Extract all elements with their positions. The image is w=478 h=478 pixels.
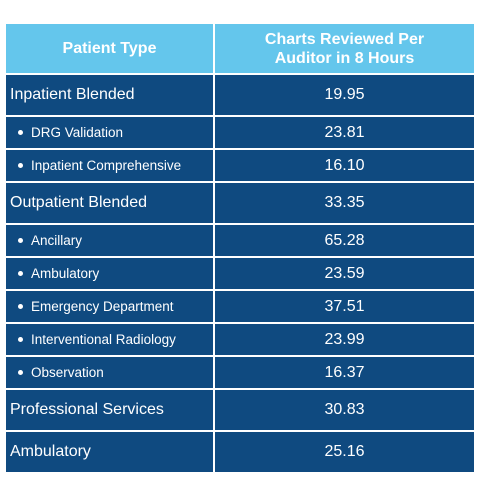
row-value: 19.95 (215, 75, 474, 115)
table-header-row: Patient Type Charts Reviewed Per Auditor… (6, 24, 474, 73)
row-label-cell: Ancillary (6, 225, 213, 256)
row-value: 33.35 (215, 183, 474, 223)
charts-reviewed-table: Patient Type Charts Reviewed Per Auditor… (6, 24, 474, 474)
bullet-icon (18, 238, 23, 243)
row-label: Inpatient Blended (6, 75, 213, 115)
row-label: Ancillary (31, 233, 83, 248)
row-value: 16.37 (215, 357, 474, 388)
row-value: 16.10 (215, 150, 474, 181)
row-label: DRG Validation (31, 125, 124, 140)
table-row: Outpatient Blended 33.35 (6, 183, 474, 223)
row-value: 23.99 (215, 324, 474, 355)
row-value: 25.16 (215, 432, 474, 472)
table-row: DRG Validation 23.81 (6, 117, 474, 148)
table-row: Emergency Department 37.51 (6, 291, 474, 322)
row-value: 23.81 (215, 117, 474, 148)
row-label-cell: Ambulatory (6, 258, 213, 289)
header-charts-reviewed-line2: Auditor in 8 Hours (274, 49, 415, 67)
row-label: Professional Services (6, 390, 213, 430)
table-row: Professional Services 30.83 (6, 390, 474, 430)
table-row: Ambulatory 25.16 (6, 432, 474, 472)
row-label: Observation (31, 365, 104, 380)
row-label-cell: Emergency Department (6, 291, 213, 322)
bullet-icon (18, 337, 23, 342)
row-value: 37.51 (215, 291, 474, 322)
header-charts-reviewed-line1: Charts Reviewed Per (264, 30, 425, 48)
row-label-cell: Interventional Radiology (6, 324, 213, 355)
table-row: Interventional Radiology 23.99 (6, 324, 474, 355)
table-row: Inpatient Blended 19.95 (6, 75, 474, 115)
bullet-icon (18, 370, 23, 375)
header-patient-type: Patient Type (6, 24, 213, 73)
table-row: Ambulatory 23.59 (6, 258, 474, 289)
bullet-icon (18, 271, 23, 276)
row-value: 65.28 (215, 225, 474, 256)
row-value: 30.83 (215, 390, 474, 430)
row-label: Emergency Department (31, 299, 174, 314)
bullet-icon (18, 163, 23, 168)
row-label-cell: Inpatient Comprehensive (6, 150, 213, 181)
table-row: Observation 16.37 (6, 357, 474, 388)
row-label-cell: Observation (6, 357, 213, 388)
row-label: Outpatient Blended (6, 183, 213, 223)
row-label: Ambulatory (31, 266, 100, 281)
bullet-icon (18, 304, 23, 309)
bullet-icon (18, 130, 23, 135)
table-row: Ancillary 65.28 (6, 225, 474, 256)
row-label-cell: DRG Validation (6, 117, 213, 148)
row-label: Ambulatory (6, 432, 213, 472)
row-label: Interventional Radiology (31, 332, 176, 347)
row-value: 23.59 (215, 258, 474, 289)
header-charts-reviewed: Charts Reviewed Per Auditor in 8 Hours (215, 24, 474, 73)
row-label: Inpatient Comprehensive (31, 158, 182, 173)
table-row: Inpatient Comprehensive 16.10 (6, 150, 474, 181)
